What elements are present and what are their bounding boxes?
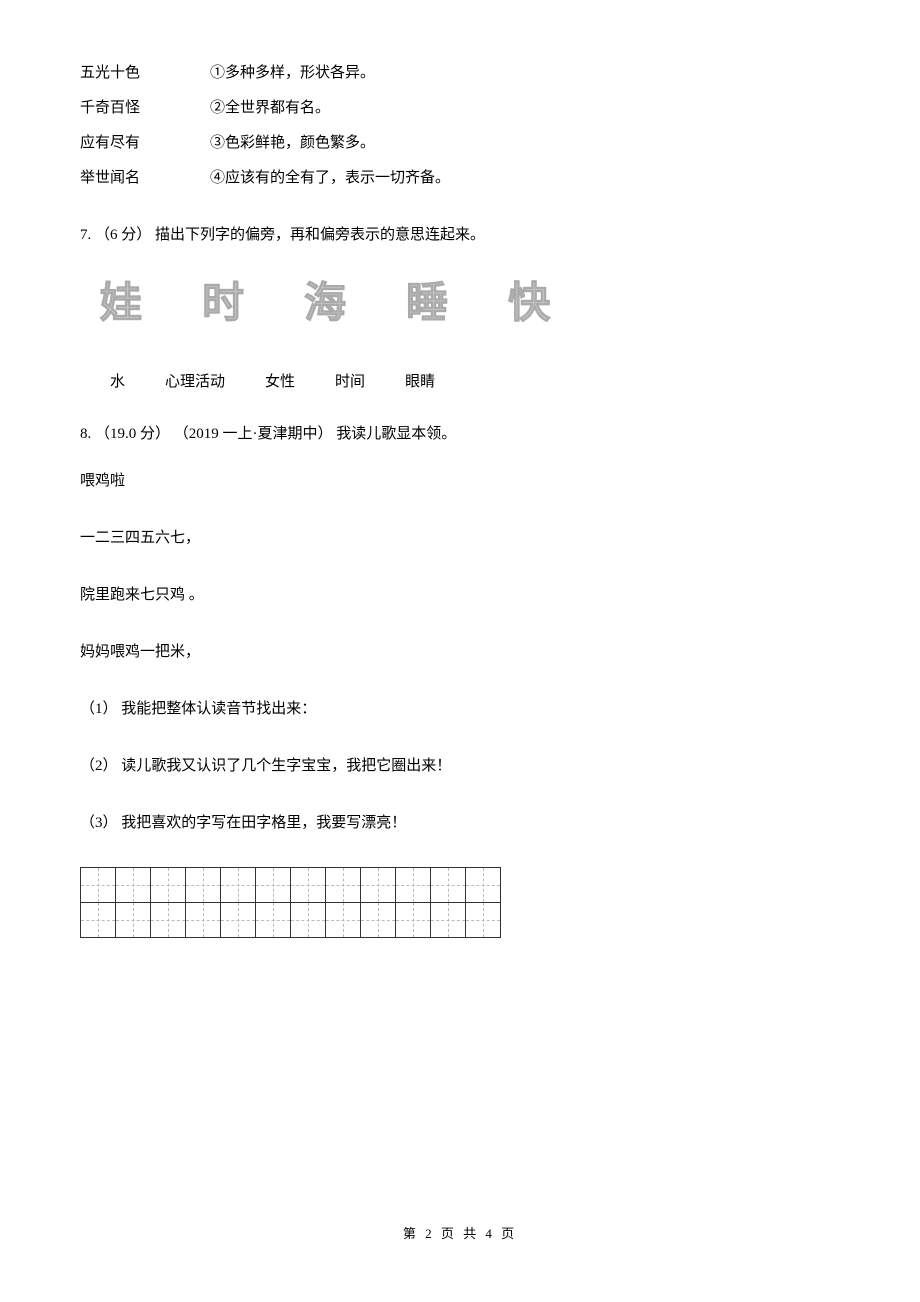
outline-char: 娃 <box>100 269 142 330</box>
match-left: 应有尽有 <box>80 130 210 157</box>
match-left: 五光十色 <box>80 60 210 87</box>
outline-char: 海 <box>304 269 346 330</box>
poem-line: 一二三四五六七， <box>80 525 840 552</box>
tianzige-cell <box>115 867 151 903</box>
poem-title: 喂鸡啦 <box>80 468 840 495</box>
tianzige-row <box>80 867 840 902</box>
tianzige-cell <box>185 867 221 903</box>
match-left: 举世闻名 <box>80 165 210 192</box>
meanings-row: 水 心理活动 女性 时间 眼睛 <box>110 370 840 391</box>
poem-line: 妈妈喂鸡一把米， <box>80 639 840 666</box>
meaning-label: 心理活动 <box>165 370 225 391</box>
match-left: 千奇百怪 <box>80 95 210 122</box>
tianzige-cell <box>325 902 361 938</box>
match-right: ④应该有的全有了，表示一切齐备。 <box>210 165 840 192</box>
q8-number: 8. <box>80 426 91 442</box>
q8-points: （19.0 分） <box>95 426 170 442</box>
outline-chars-row: 娃 时 海 睡 快 <box>100 269 840 330</box>
sub-question: （3） 我把喜欢的字写在田字格里，我要写漂亮！ <box>80 810 840 837</box>
tianzige-cell <box>150 902 186 938</box>
tianzige-cell <box>185 902 221 938</box>
sub-question: （1） 我能把整体认读音节找出来： <box>80 696 840 723</box>
meaning-label: 眼睛 <box>405 370 435 391</box>
tianzige-cell <box>255 867 291 903</box>
match-right: ①多种多样，形状各异。 <box>210 60 840 87</box>
poem-line: 院里跑来七只鸡 。 <box>80 582 840 609</box>
meaning-label: 时间 <box>335 370 365 391</box>
tianzige-cell <box>430 902 466 938</box>
footer-text: 第 2 页 共 4 页 <box>403 1226 517 1241</box>
outline-char: 快 <box>508 269 550 330</box>
outline-char: 时 <box>202 269 244 330</box>
meaning-label: 女性 <box>265 370 295 391</box>
page-footer: 第 2 页 共 4 页 <box>0 1223 920 1242</box>
q8-header: 8. （19.0 分） （2019 一上·夏津期中） 我读儿歌显本领。 <box>80 421 840 448</box>
q8-source: （2019 一上·夏津期中） <box>174 426 333 442</box>
q8-prompt: 我读儿歌显本领。 <box>336 426 456 442</box>
tianzige-cell <box>115 902 151 938</box>
sub-q-num: （1） <box>80 701 118 717</box>
tianzige-cell <box>290 867 326 903</box>
match-row: 五光十色 ①多种多样，形状各异。 <box>80 60 840 87</box>
sub-q-text: 我能把整体认读音节找出来： <box>121 701 316 717</box>
match-row: 千奇百怪 ②全世界都有名。 <box>80 95 840 122</box>
sub-q-text: 我把喜欢的字写在田字格里，我要写漂亮！ <box>121 815 406 831</box>
sub-q-num: （2） <box>80 758 118 774</box>
tianzige-cell <box>465 867 501 903</box>
match-right: ②全世界都有名。 <box>210 95 840 122</box>
tianzige-cell <box>220 902 256 938</box>
q6-matching-block: 五光十色 ①多种多样，形状各异。 千奇百怪 ②全世界都有名。 应有尽有 ③色彩鲜… <box>80 60 840 192</box>
match-row: 举世闻名 ④应该有的全有了，表示一切齐备。 <box>80 165 840 192</box>
tianzige-cell <box>80 867 116 903</box>
q7-header: 7. （6 分） 描出下列字的偏旁，再和偏旁表示的意思连起来。 <box>80 222 840 249</box>
tianzige-grid <box>80 867 840 937</box>
tianzige-cell <box>80 902 116 938</box>
meaning-label: 水 <box>110 370 125 391</box>
tianzige-cell <box>150 867 186 903</box>
match-right: ③色彩鲜艳，颜色繁多。 <box>210 130 840 157</box>
tianzige-cell <box>395 902 431 938</box>
sub-question: （2） 读儿歌我又认识了几个生字宝宝，我把它圈出来！ <box>80 753 840 780</box>
match-row: 应有尽有 ③色彩鲜艳，颜色繁多。 <box>80 130 840 157</box>
q7-prompt: 描出下列字的偏旁，再和偏旁表示的意思连起来。 <box>155 227 485 243</box>
q7-points: （6 分） <box>95 227 151 243</box>
outline-char: 睡 <box>406 269 448 330</box>
tianzige-cell <box>360 867 396 903</box>
tianzige-cell <box>325 867 361 903</box>
sub-q-text: 读儿歌我又认识了几个生字宝宝，我把它圈出来！ <box>121 758 451 774</box>
q7-number: 7. <box>80 227 91 243</box>
tianzige-cell <box>395 867 431 903</box>
tianzige-cell <box>430 867 466 903</box>
tianzige-cell <box>465 902 501 938</box>
tianzige-row <box>80 902 840 937</box>
tianzige-cell <box>220 867 256 903</box>
tianzige-cell <box>255 902 291 938</box>
sub-q-num: （3） <box>80 815 118 831</box>
tianzige-cell <box>290 902 326 938</box>
tianzige-cell <box>360 902 396 938</box>
